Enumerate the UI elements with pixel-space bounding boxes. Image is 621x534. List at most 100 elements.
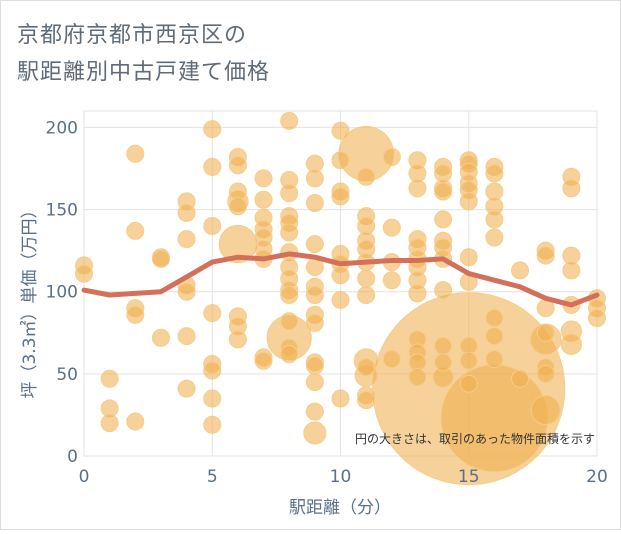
- data-bubble: [100, 369, 119, 388]
- data-bubble: [228, 156, 247, 175]
- data-bubble: [408, 368, 427, 387]
- data-bubble: [203, 304, 222, 323]
- data-bubble: [485, 210, 504, 229]
- data-bubble: [254, 169, 273, 188]
- data-bubble: [177, 203, 196, 222]
- data-bubble: [305, 286, 324, 304]
- data-bubble: [203, 389, 222, 408]
- y-tick-label: 100: [46, 283, 78, 303]
- data-bubble: [331, 121, 350, 140]
- data-bubble: [305, 235, 324, 254]
- data-bubble: [203, 120, 222, 139]
- data-bubble: [100, 414, 119, 433]
- data-bubble: [331, 389, 350, 408]
- y-axis-label: 坪（3.3㎡）単価（万円）: [20, 201, 40, 398]
- y-tick-label: 200: [46, 118, 78, 138]
- x-axis-label: 駅距離（分）: [289, 498, 391, 518]
- data-bubble: [408, 284, 427, 303]
- data-bubble: [126, 305, 145, 324]
- data-bubble: [254, 351, 273, 370]
- data-bubble: [536, 364, 555, 383]
- data-bubble: [530, 395, 561, 425]
- x-tick-label: 10: [330, 467, 352, 487]
- data-bubble: [459, 248, 478, 267]
- chart-title-line-2: 駅距離別中古戸建て価格: [17, 60, 270, 85]
- data-bubble: [357, 391, 376, 410]
- data-bubble: [203, 157, 222, 176]
- data-bubble: [357, 286, 376, 304]
- data-bubble: [126, 221, 145, 240]
- x-tick-label: 20: [586, 467, 608, 487]
- data-bubble: [126, 144, 145, 163]
- data-bubble: [434, 210, 453, 229]
- data-bubble: [459, 192, 478, 211]
- data-bubble: [434, 182, 453, 201]
- data-bubble: [485, 228, 504, 247]
- data-bubble: [151, 249, 170, 268]
- data-bubble: [459, 374, 478, 393]
- data-bubble: [177, 230, 196, 249]
- data-bubble: [382, 271, 401, 290]
- data-bubble: [305, 194, 324, 212]
- data-bubble: [440, 364, 549, 473]
- data-bubble: [305, 169, 324, 188]
- data-bubble: [331, 290, 350, 309]
- data-bubble: [511, 261, 530, 280]
- trend-layer: [81, 251, 600, 308]
- trend-line: [81, 251, 600, 308]
- x-tick-label: 0: [79, 467, 90, 487]
- data-bubble: [511, 369, 530, 388]
- data-bubble: [228, 197, 247, 216]
- data-bubble: [305, 356, 324, 375]
- data-bubble: [331, 151, 350, 170]
- data-bubble: [203, 415, 222, 434]
- data-bubble: [382, 148, 401, 166]
- data-bubble: [280, 223, 299, 242]
- data-bubble: [177, 379, 196, 398]
- data-bubble: [203, 361, 222, 380]
- x-tick-label: 15: [458, 467, 480, 487]
- data-bubble: [536, 246, 555, 265]
- x-tick-label: 5: [207, 467, 218, 487]
- data-bubble: [305, 373, 324, 392]
- data-bubble: [280, 286, 299, 304]
- data-bubble: [434, 353, 453, 372]
- x-axis-ticks: 0 5 10 15 20: [79, 467, 608, 487]
- data-bubble: [485, 327, 504, 346]
- bubble-layer: [75, 111, 606, 486]
- data-bubble: [560, 333, 583, 355]
- data-bubble: [177, 327, 196, 346]
- data-bubble: [280, 111, 299, 130]
- data-bubble: [177, 282, 196, 301]
- data-bubble: [485, 350, 504, 369]
- y-tick-label: 0: [67, 447, 78, 467]
- data-bubble: [434, 281, 453, 300]
- data-bubble: [357, 269, 376, 288]
- data-bubble: [305, 402, 324, 421]
- data-bubble: [75, 264, 93, 283]
- y-tick-label: 50: [56, 365, 78, 385]
- data-bubble: [459, 351, 478, 370]
- data-bubble: [151, 328, 170, 347]
- data-bubble: [434, 336, 453, 355]
- data-bubble: [126, 412, 145, 431]
- data-bubble: [280, 184, 299, 203]
- data-bubble: [228, 330, 247, 349]
- data-bubble: [382, 218, 401, 237]
- size-annotation: 円の大きさは、取引のあった物件面積を示す: [355, 431, 595, 446]
- data-bubble: [357, 167, 376, 186]
- data-bubble: [485, 309, 504, 327]
- data-bubble: [382, 350, 401, 369]
- chart-title-line-1: 京都府京都市西京区の: [17, 23, 247, 48]
- data-bubble: [357, 358, 376, 377]
- data-bubble: [305, 313, 324, 332]
- data-bubble: [562, 179, 581, 198]
- data-bubble: [588, 309, 606, 327]
- data-bubble: [280, 345, 299, 364]
- data-bubble: [408, 179, 427, 198]
- data-bubble: [331, 187, 350, 206]
- data-bubble: [254, 190, 273, 209]
- data-bubble: [562, 261, 581, 280]
